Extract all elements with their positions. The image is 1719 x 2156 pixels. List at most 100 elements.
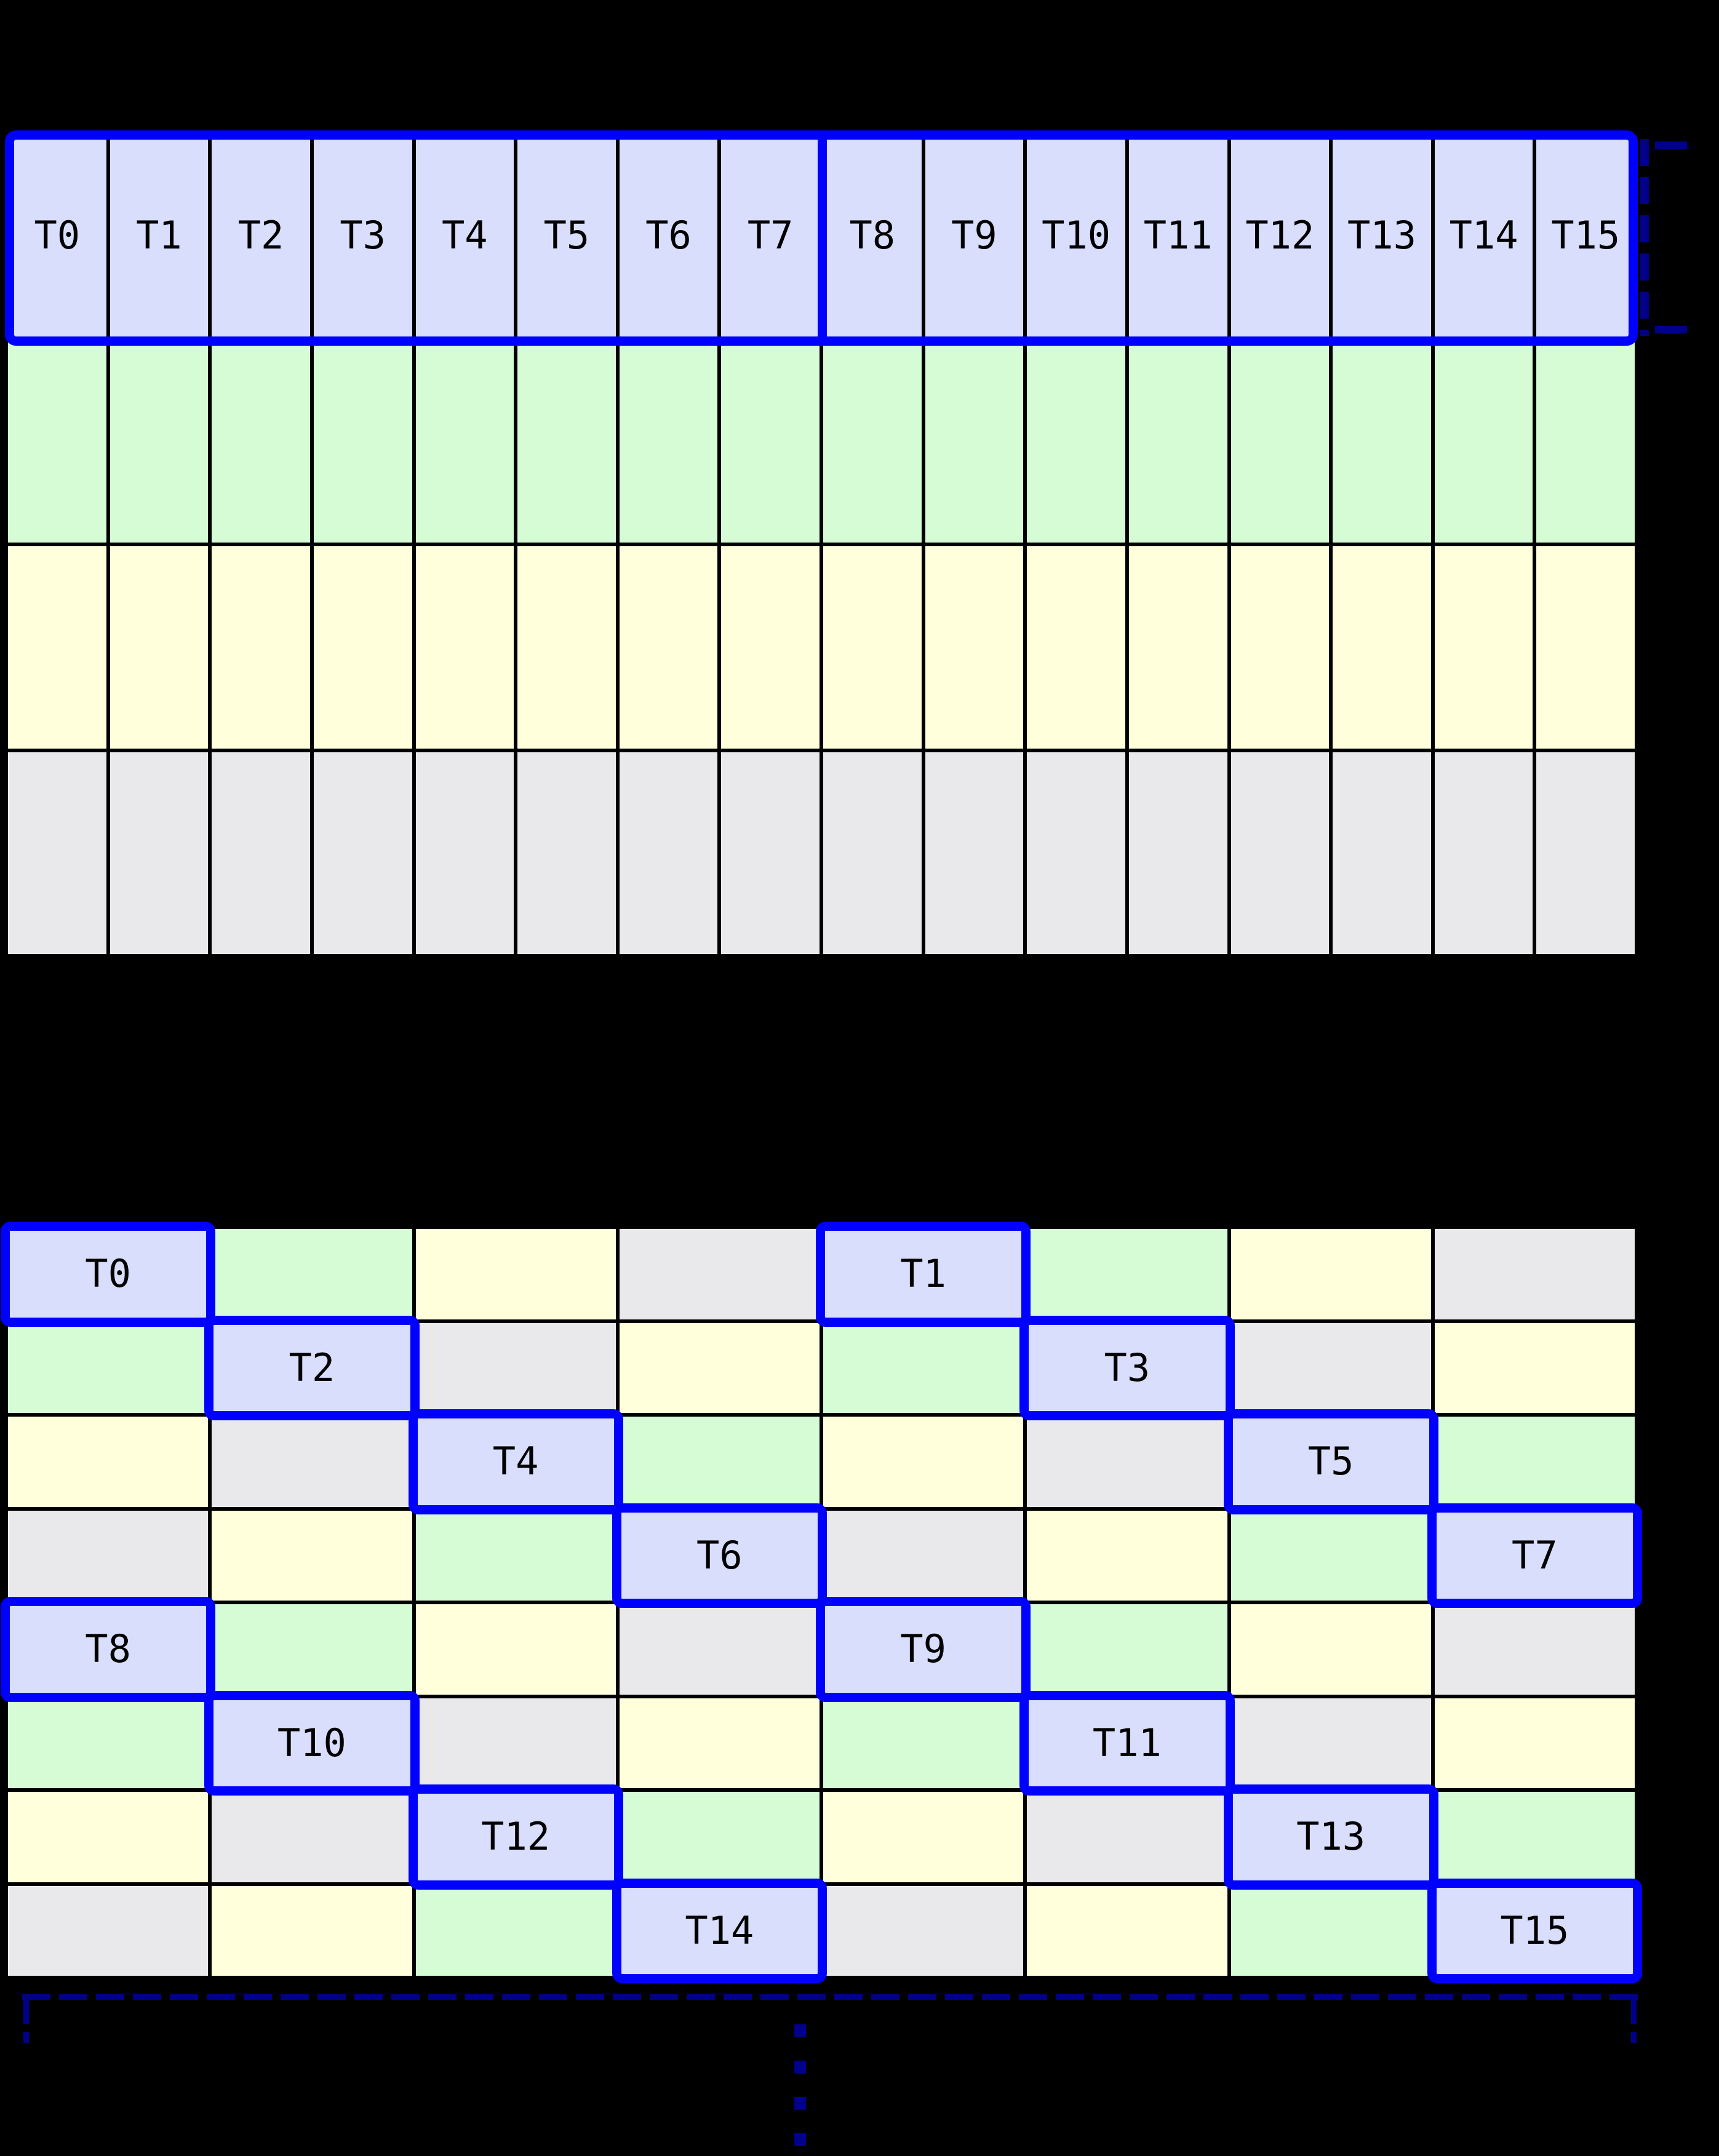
thread-label: T4 bbox=[441, 213, 488, 258]
memory-cell bbox=[617, 1602, 821, 1697]
thread-label: T11 bbox=[1092, 1720, 1162, 1765]
memory-cell bbox=[1229, 1227, 1433, 1321]
memory-cell bbox=[6, 1884, 210, 1978]
memory-cell bbox=[210, 1790, 414, 1884]
bracket-left-tick bbox=[23, 2000, 29, 2043]
thread-cell-outline bbox=[1223, 1784, 1438, 1890]
memory-cell bbox=[516, 750, 618, 956]
thread-label: T8 bbox=[85, 1626, 131, 1672]
memory-cell bbox=[1025, 1602, 1229, 1697]
memory-cell bbox=[617, 338, 720, 544]
thread-label: T3 bbox=[340, 213, 386, 258]
memory-cell bbox=[719, 338, 821, 544]
memory-cell bbox=[210, 1602, 414, 1697]
memory-cell bbox=[108, 338, 210, 544]
thread-label: T12 bbox=[481, 1814, 551, 1860]
memory-cell bbox=[413, 1508, 618, 1602]
memory-cell bbox=[1025, 1790, 1229, 1884]
memory-cell bbox=[516, 544, 618, 750]
thread-label: T9 bbox=[951, 213, 997, 258]
thread-cell-outline bbox=[1019, 1690, 1235, 1796]
memory-cell bbox=[6, 1508, 210, 1602]
bracket-top-dash bbox=[1655, 141, 1687, 149]
thread-label: T6 bbox=[696, 1532, 743, 1578]
memory-cell bbox=[719, 750, 821, 956]
memory-cell bbox=[1025, 1884, 1229, 1978]
thread-label: T6 bbox=[645, 213, 692, 258]
memory-cell bbox=[311, 750, 414, 956]
memory-cell bbox=[1432, 1415, 1637, 1509]
memory-cell bbox=[6, 1321, 210, 1415]
thread-label: T11 bbox=[1143, 213, 1213, 258]
memory-cell bbox=[108, 750, 210, 956]
warp-thread-cell: T9 bbox=[923, 133, 1026, 339]
thread-cell-outline bbox=[204, 1690, 420, 1796]
memory-cell bbox=[1229, 544, 1331, 750]
thread-label: T4 bbox=[492, 1439, 539, 1484]
memory-cell bbox=[1127, 544, 1229, 750]
memory-cell bbox=[1025, 1415, 1229, 1509]
memory-cell bbox=[1331, 338, 1433, 544]
thread-label: T1 bbox=[900, 1251, 946, 1297]
thread-label: T14 bbox=[1449, 213, 1518, 258]
memory-cell bbox=[1127, 750, 1229, 956]
memory-cell bbox=[413, 1321, 618, 1415]
thread-label: T0 bbox=[85, 1251, 131, 1297]
thread-cell: T7 bbox=[1432, 1508, 1637, 1602]
memory-cell bbox=[413, 1696, 618, 1790]
thread-label: T7 bbox=[1512, 1532, 1558, 1578]
memory-cell bbox=[617, 1321, 821, 1415]
thread-label: T5 bbox=[1307, 1439, 1354, 1484]
memory-cell bbox=[210, 1415, 414, 1509]
thread-cell-outline bbox=[408, 1409, 623, 1514]
thread-label: T1 bbox=[136, 213, 182, 258]
memory-cell bbox=[1432, 750, 1535, 956]
memory-cell bbox=[6, 750, 108, 956]
warp-thread-cell: T5 bbox=[516, 133, 618, 339]
memory-cell bbox=[719, 544, 821, 750]
memory-cell bbox=[210, 544, 312, 750]
memory-cell bbox=[108, 544, 210, 750]
warp-thread-cell: T15 bbox=[1534, 133, 1637, 339]
memory-cell bbox=[210, 338, 312, 544]
memory-cell bbox=[1229, 1884, 1433, 1978]
memory-cell bbox=[1432, 544, 1535, 750]
memory-cell bbox=[923, 338, 1026, 544]
memory-cell bbox=[1025, 750, 1127, 956]
memory-cell bbox=[1534, 750, 1637, 956]
thread-label: T13 bbox=[1347, 213, 1416, 258]
bracket-right-tick bbox=[1631, 2000, 1637, 2043]
thread-label: T5 bbox=[543, 213, 590, 258]
thread-cell: T6 bbox=[617, 1508, 821, 1602]
memory-cell bbox=[413, 1602, 618, 1697]
memory-cell bbox=[821, 1790, 1026, 1884]
memory-cell bbox=[617, 1696, 821, 1790]
memory-cell bbox=[1025, 1508, 1229, 1602]
memory-cell bbox=[821, 1508, 1026, 1602]
warp-thread-cell: T12 bbox=[1229, 133, 1331, 339]
memory-cell bbox=[311, 338, 414, 544]
thread-label: T0 bbox=[34, 213, 81, 258]
memory-cell bbox=[210, 1508, 414, 1602]
memory-cell bbox=[413, 544, 516, 750]
thread-label: T15 bbox=[1551, 213, 1621, 258]
row-span-bracket-icon bbox=[1640, 139, 1687, 336]
memory-cell bbox=[413, 750, 516, 956]
vertical-ellipsis-icon bbox=[794, 2024, 806, 2147]
thread-cell: T13 bbox=[1229, 1790, 1433, 1884]
thread-label: T7 bbox=[747, 213, 794, 258]
memory-cell bbox=[6, 1790, 210, 1884]
warp-thread-cell: T2 bbox=[210, 133, 312, 339]
thread-cell: T2 bbox=[210, 1321, 414, 1415]
memory-cell bbox=[1025, 338, 1127, 544]
thread-cell-outline bbox=[1, 1597, 216, 1702]
memory-cell bbox=[6, 1696, 210, 1790]
memory-cell bbox=[1229, 1696, 1433, 1790]
diagonal-access-table: T0 T1 T2 T3 T4 T5 T6 T7 T8 T9 T10 T11 T12 T13 T14 T15 bbox=[6, 1227, 1637, 1978]
memory-cell bbox=[1025, 544, 1127, 750]
bracket-horizontal-dashes bbox=[22, 1994, 1638, 2000]
memory-cell bbox=[6, 544, 108, 750]
memory-cell bbox=[821, 544, 923, 750]
memory-cell bbox=[821, 338, 923, 544]
